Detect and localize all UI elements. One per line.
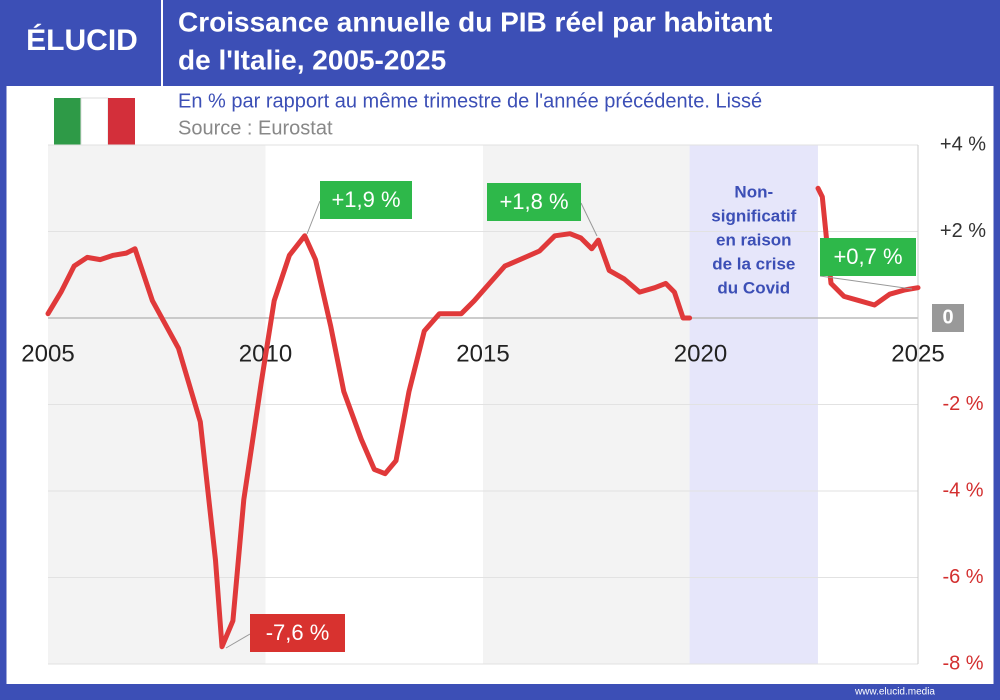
chart-title: de l'Italie, 2005-2025: [178, 44, 446, 75]
shaded-label: significatif: [711, 206, 796, 225]
annotation-leader: [819, 275, 913, 290]
logo: ÉLUCID: [26, 23, 138, 57]
shaded-label: de la crise: [712, 254, 795, 273]
annotation-box: [320, 181, 412, 219]
source: Source : Eurostat: [178, 117, 333, 139]
flag-red: [108, 98, 135, 150]
y-tick-label: -8 %: [942, 652, 983, 674]
header-band: [0, 0, 1000, 86]
chart-title: Croissance annuelle du PIB réel par habi…: [178, 6, 772, 37]
annotation-box: [487, 183, 581, 221]
shaded-label: en raison: [716, 230, 792, 249]
x-tick-label: 2015: [456, 340, 509, 367]
footer-band: [0, 684, 1000, 700]
y-tick-label: +2 %: [940, 220, 986, 242]
flag-green: [54, 98, 81, 150]
annotation: +1,8 %: [499, 189, 568, 214]
footer-url: www.elucid.media: [854, 687, 935, 698]
annotation-leader: [580, 202, 598, 237]
shaded-label: Non-: [734, 182, 773, 201]
annotation-box: [820, 238, 916, 276]
shaded-label: du Covid: [717, 278, 790, 297]
y-tick-label: -2 %: [942, 393, 983, 415]
x-tick-label: 2005: [21, 340, 74, 367]
annotation-leader: [306, 200, 321, 235]
subtitle: En % par rapport au même trimestre de l'…: [178, 90, 762, 112]
y-tick-label: -4 %: [942, 479, 983, 501]
data-line: [45, 185, 921, 650]
flag-white: [80, 97, 109, 151]
plot: Non-significatif en raison de la crise du C…: [21, 133, 986, 674]
x-tick-label: 2020: [674, 340, 727, 367]
annotation: +0,7 %: [833, 244, 902, 269]
y-tick-label: +4 %: [940, 133, 986, 155]
annotation: +1,9 %: [331, 187, 400, 212]
flag: [54, 97, 135, 151]
x-tick-label: 2025: [891, 340, 944, 367]
y-tick-label: 0: [942, 306, 953, 328]
annotation-leader: [225, 633, 251, 649]
y-tick-label: -6 %: [942, 566, 983, 588]
annotation: -7,6 %: [266, 620, 330, 645]
annotation-box: [250, 614, 345, 652]
zero-label-box: [932, 304, 964, 332]
